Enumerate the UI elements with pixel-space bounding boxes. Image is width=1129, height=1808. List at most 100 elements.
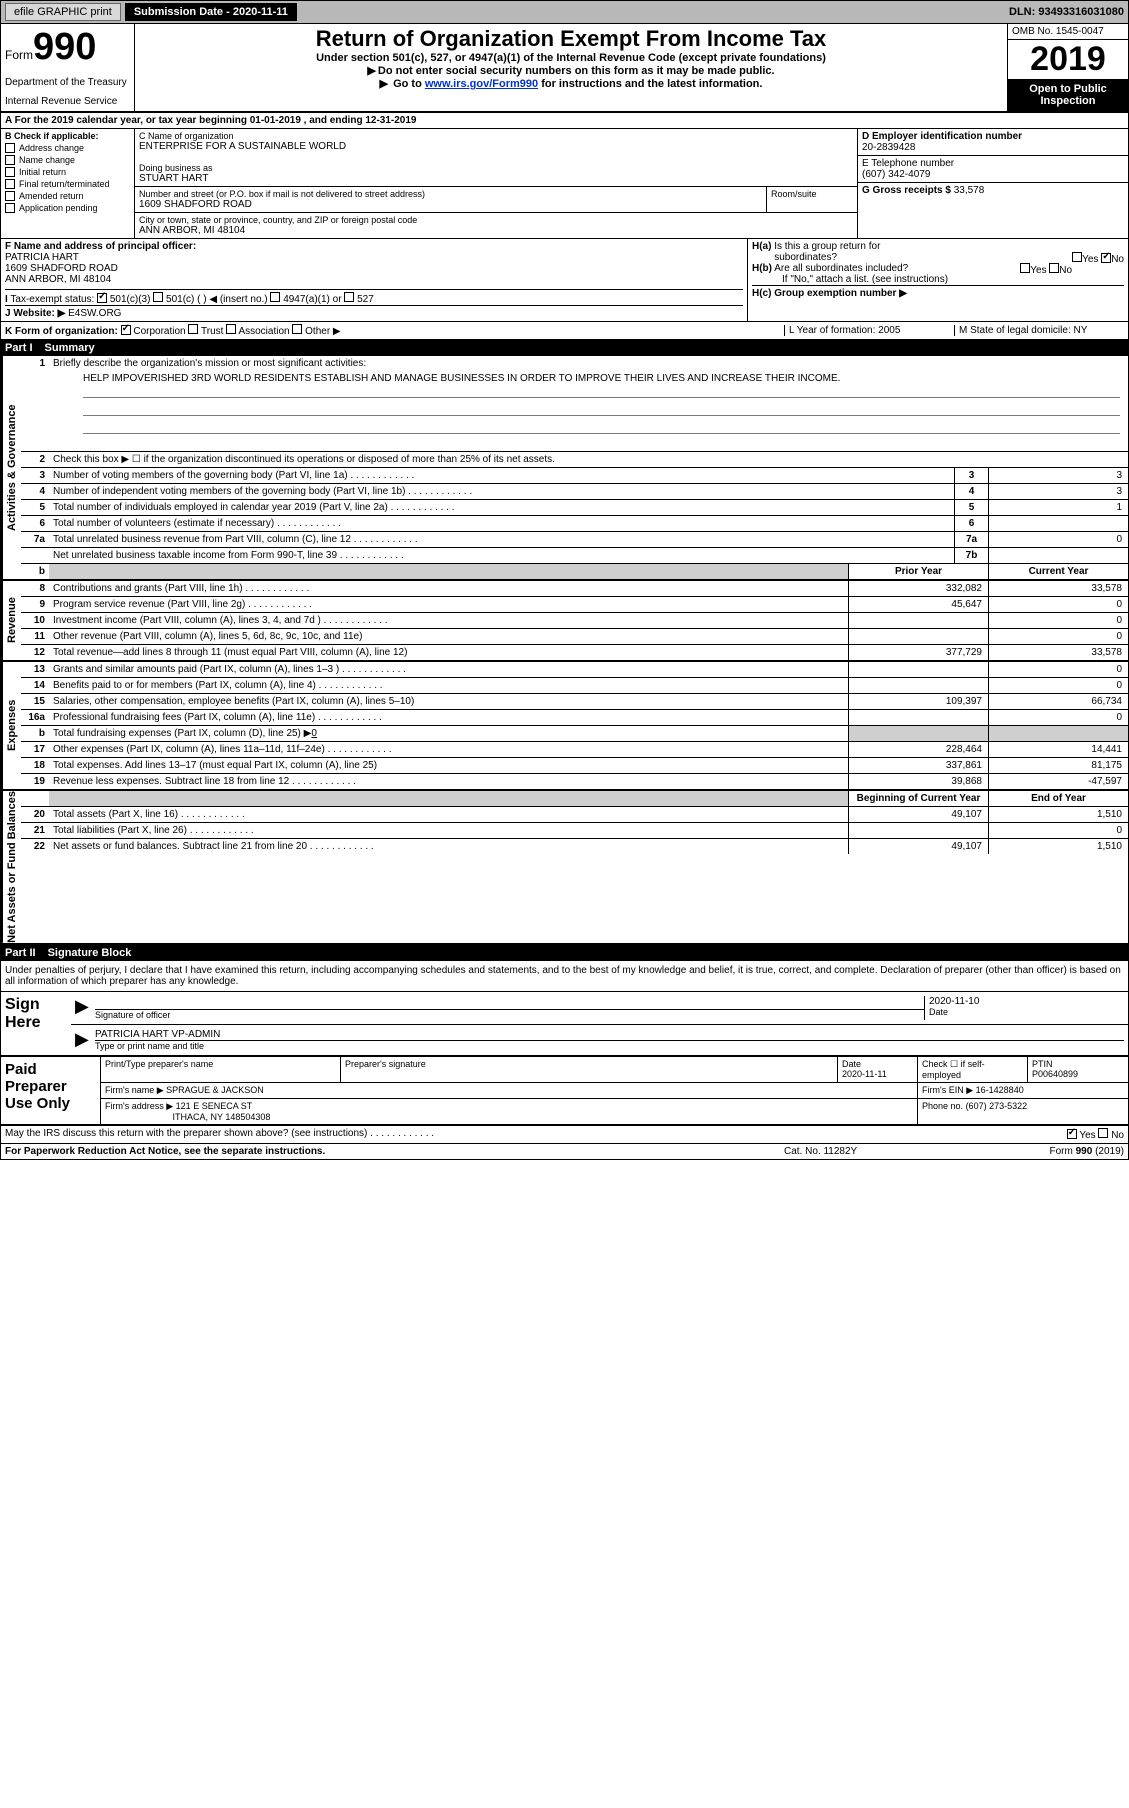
cb-501c[interactable] [153, 292, 163, 302]
c15: 66,734 [988, 694, 1128, 709]
open-pub1: Open to Public [1010, 83, 1126, 95]
cb-amended[interactable] [5, 191, 15, 201]
sig-officer-lbl: Signature of officer [95, 1010, 924, 1020]
prep-t1: Paid [5, 1061, 96, 1078]
cb-address-change[interactable] [5, 143, 15, 153]
Hc: H(c) Group exemption number ▶ [752, 285, 1124, 299]
line-A-text: For the 2019 calendar year, or tax year … [15, 115, 417, 126]
cb-name-change[interactable] [5, 155, 15, 165]
cb-trust[interactable] [188, 324, 198, 334]
L: L Year of formation: 2005 [784, 325, 954, 336]
arrow-icon: ▶ [75, 996, 95, 1020]
F-addr1: 1609 SHADFORD ROAD [5, 263, 743, 274]
form-box: Form990 Department of the Treasury Inter… [1, 24, 135, 111]
discuss-no: No [1111, 1130, 1124, 1141]
c20: 1,510 [988, 807, 1128, 822]
part1-tag: Part I [5, 342, 33, 354]
cb-corp[interactable] [121, 325, 131, 335]
form-word: Form [5, 48, 33, 62]
F-lbl: F Name and address of principal officer: [5, 241, 743, 252]
cb-application-pending[interactable] [5, 203, 15, 213]
G-lbl: G Gross receipts $ [862, 185, 954, 196]
cb-527[interactable] [344, 292, 354, 302]
discuss-yes: Yes [1079, 1130, 1095, 1141]
p10 [848, 613, 988, 628]
F-H-block: F Name and address of principal officer:… [1, 239, 1128, 322]
subdate-label: Submission Date - [134, 6, 233, 18]
cb-Hb-no[interactable] [1049, 263, 1059, 273]
cb-Ha-no[interactable] [1101, 253, 1111, 263]
cb-discuss-no[interactable] [1098, 1128, 1108, 1138]
paperwork: For Paperwork Reduction Act Notice, see … [5, 1146, 784, 1157]
omb-box: OMB No. 1545-0047 2019 Open to Public In… [1008, 24, 1128, 111]
cb-assoc[interactable] [226, 324, 236, 334]
prep-h5: PTIN [1032, 1059, 1053, 1069]
prep-h3: Date [842, 1059, 861, 1069]
cb-Hb-yes[interactable] [1020, 263, 1030, 273]
cb-4947[interactable] [270, 292, 280, 302]
sec-revenue: Revenue 8Contributions and grants (Part … [1, 581, 1128, 662]
p22: 49,107 [848, 839, 988, 854]
cb-other[interactable] [292, 324, 302, 334]
p9: 45,647 [848, 597, 988, 612]
q5: Total number of individuals employed in … [49, 500, 954, 515]
B-opt-2: Initial return [19, 167, 66, 177]
l9: Program service revenue (Part VIII, line… [49, 597, 848, 612]
I-a: 4947(a)(1) or [283, 294, 341, 305]
penalty-text: Under penalties of perjury, I declare th… [1, 961, 1128, 991]
addr2: ITHACA, NY 148504308 [173, 1112, 271, 1122]
cb-initial-return[interactable] [5, 167, 15, 177]
C-name: ENTERPRISE FOR A SUSTAINABLE WORLD [139, 141, 853, 152]
l12: Total revenue—add lines 8 through 11 (mu… [49, 645, 848, 660]
E-lbl: E Telephone number [862, 158, 1124, 169]
c22: 1,510 [988, 839, 1128, 854]
c11: 0 [988, 629, 1128, 644]
D-val: 20-2839428 [862, 142, 1124, 153]
l22: Net assets or fund balances. Subtract li… [49, 839, 848, 854]
l16a: Professional fundraising fees (Part IX, … [49, 710, 848, 725]
addr1: 121 E SENECA ST [176, 1101, 253, 1111]
vert-revenue: Revenue [1, 581, 21, 660]
l19: Revenue less expenses. Subtract line 18 … [49, 774, 848, 789]
vert-governance: Activities & Governance [1, 356, 21, 579]
C-room-lbl: Room/suite [767, 187, 857, 212]
arrow-icon-2: ▶ [75, 1029, 95, 1051]
v7a: 0 [988, 532, 1128, 547]
C-dba: STUART HART [139, 173, 853, 184]
col-H: H(a) Is this a group return for subordin… [748, 239, 1128, 321]
title-box: Return of Organization Exempt From Incom… [135, 24, 1008, 111]
cb-Ha-yes[interactable] [1072, 252, 1082, 262]
q4: Number of independent voting members of … [49, 484, 954, 499]
efile-print-button[interactable]: efile GRAPHIC print [5, 3, 121, 21]
p21 [848, 823, 988, 838]
Hb-yes: Yes [1030, 265, 1046, 276]
col-B: B Check if applicable: Address change Na… [1, 129, 135, 238]
c10: 0 [988, 613, 1128, 628]
instructions-link[interactable]: www.irs.gov/Form990 [425, 78, 538, 90]
sub3b: for instructions and the latest informat… [538, 78, 762, 90]
l21: Total liabilities (Part X, line 26) [49, 823, 848, 838]
cb-discuss-yes[interactable] [1067, 1129, 1077, 1139]
vert-net: Net Assets or Fund Balances [1, 791, 21, 943]
l14: Benefits paid to or for members (Part IX… [49, 678, 848, 693]
prep-h4: Check ☐ if self-employed [918, 1057, 1028, 1082]
sig-typed: PATRICIA HART VP-ADMIN [95, 1029, 1124, 1041]
l17: Other expenses (Part IX, column (A), lin… [49, 742, 848, 757]
subtitle-3: Go to www.irs.gov/Form990 for instructio… [139, 77, 1003, 90]
submission-date-button[interactable]: Submission Date - 2020-11-11 [125, 3, 297, 21]
Ha-no: No [1111, 254, 1124, 265]
omb-number: OMB No. 1545-0047 [1008, 24, 1128, 40]
sig-typed-lbl: Type or print name and title [95, 1041, 1124, 1051]
v5: 1 [988, 500, 1128, 515]
Ha: H(a) Is this a group return for subordin… [752, 241, 1124, 263]
prep-h3v: 2020-11-11 [842, 1069, 887, 1079]
I-c3: 501(c)(3) [110, 294, 151, 305]
v3: 3 [988, 468, 1128, 483]
row-I: I Tax-exempt status: 501(c)(3) 501(c) ( … [5, 289, 743, 305]
cb-501c3[interactable] [97, 293, 107, 303]
q7a: Total unrelated business revenue from Pa… [49, 532, 954, 547]
open-public: Open to Public Inspection [1008, 79, 1128, 111]
p16a [848, 710, 988, 725]
cb-final-return[interactable] [5, 179, 15, 189]
row-J: J Website: ▶ E4SW.ORG [5, 305, 743, 319]
